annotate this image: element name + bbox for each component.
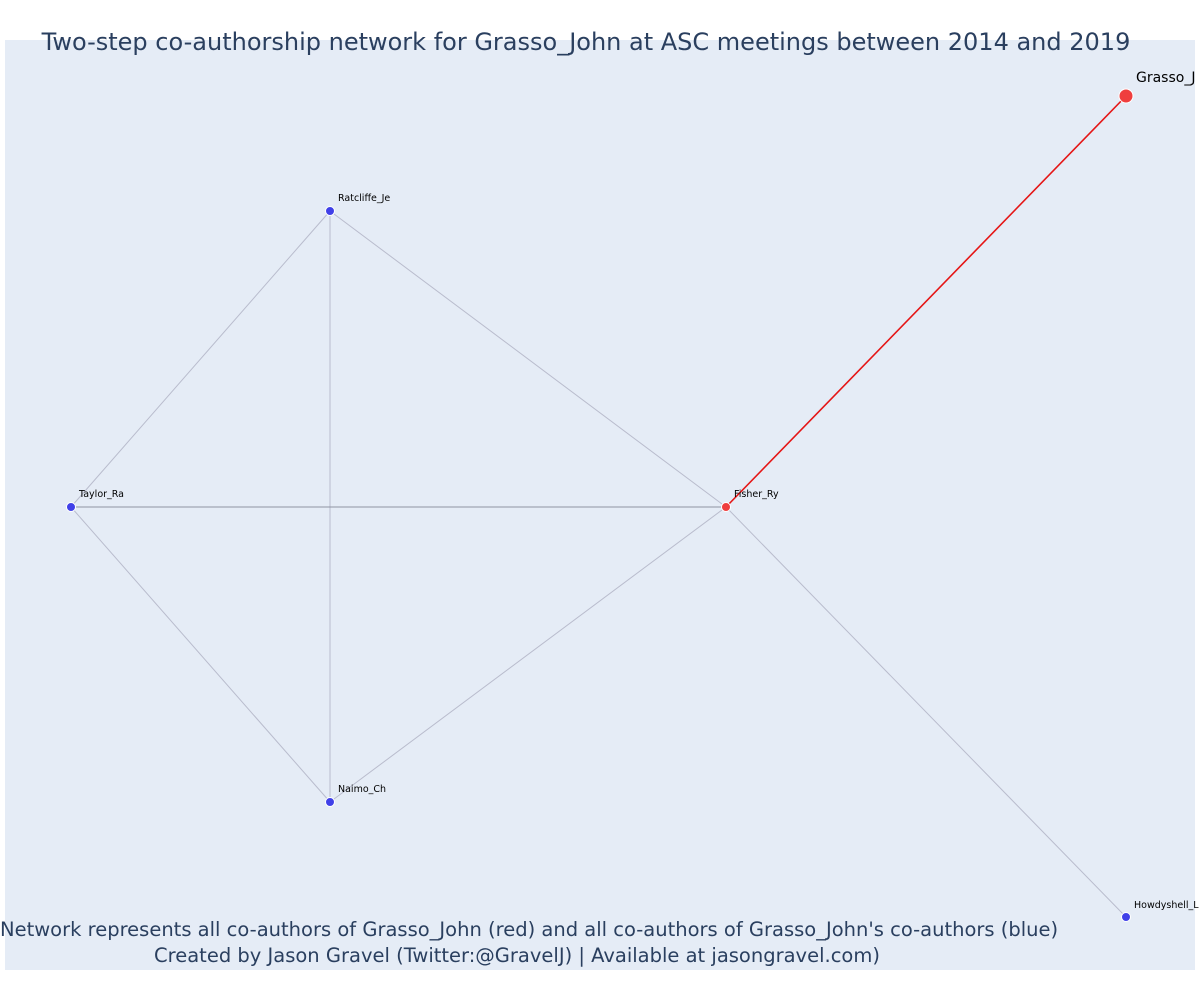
network-nodes: [66, 88, 1134, 922]
node-howdyshell-l[interactable]: [1121, 912, 1131, 922]
node-label-taylor-ra: Taylor_Ra: [78, 489, 124, 500]
node-grasso-john[interactable]: [1118, 88, 1134, 104]
edge-fisher-ry-howdyshell-l: [725, 506, 1127, 918]
edge-taylor-ra-naimo-ch: [70, 506, 331, 803]
node-fisher-ry[interactable]: [721, 502, 731, 512]
network-edges: [70, 95, 1127, 918]
edge-naimo-ch-fisher-ry: [329, 506, 727, 803]
plot-background: [5, 40, 1195, 970]
node-ratcliffe-je[interactable]: [325, 206, 335, 216]
node-label-grasso-john: Grasso_J: [1136, 70, 1195, 86]
node-taylor-ra[interactable]: [66, 502, 76, 512]
node-label-naimo-ch: Naimo_Ch: [338, 784, 386, 795]
node-naimo-ch[interactable]: [325, 797, 335, 807]
chart-title: Two-step co-authorship network for Grass…: [41, 28, 1131, 56]
caption-line-2: Created by Jason Gravel (Twitter:@Gravel…: [154, 944, 880, 967]
node-label-ratcliffe-je: Ratcliffe_Je: [338, 193, 390, 204]
edge-ratcliffe-je-taylor-ra: [70, 210, 331, 508]
edge-grasso-john-fisher-ry: [725, 95, 1127, 508]
figure-caption: Network represents all co-authors of Gra…: [0, 917, 1059, 969]
node-label-howdyshell-l: Howdyshell_L: [1134, 900, 1199, 911]
edge-ratcliffe-je-fisher-ry: [329, 210, 727, 508]
network-labels: Grasso_J Fisher_Ry Ratcliffe_Je Taylor_Ra Na…: [78, 70, 1199, 911]
caption-line-1: Network represents all co-authors of Gra…: [0, 918, 1059, 941]
node-label-fisher-ry: Fisher_Ry: [734, 489, 779, 500]
